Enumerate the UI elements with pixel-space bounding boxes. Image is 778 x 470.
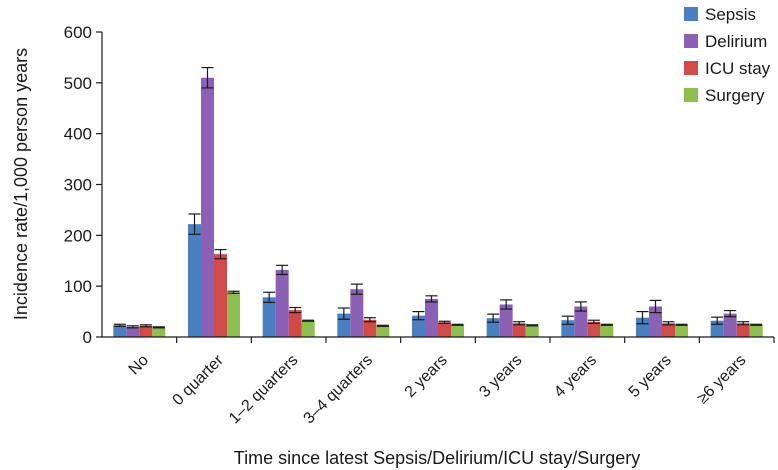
bar-sepsis [486, 318, 500, 337]
y-tick-label: 500 [64, 74, 92, 93]
x-category-label: ≥6 years [694, 352, 749, 407]
x-category-label: 0 quarter [170, 351, 228, 409]
bar-icu-stay [288, 310, 302, 337]
bar-icu-stay [736, 323, 750, 337]
bar-icu-stay [512, 323, 526, 337]
bar-sepsis [188, 224, 201, 337]
bar-surgery [301, 320, 315, 337]
legend-label: ICU stay [705, 59, 771, 78]
x-category-label: 5 years [626, 352, 675, 401]
bar-delirium [425, 298, 438, 337]
x-category-label: 1–2 quarters [226, 352, 302, 428]
y-ticks-group: 0 100 200 300 400 500 600 [64, 23, 102, 347]
legend-label: Sepsis [705, 5, 756, 24]
legend: Sepsis Delirium ICU stay Surgery [684, 5, 771, 105]
y-tick-label: 300 [64, 176, 92, 195]
bar-delirium [350, 289, 364, 337]
x-category-label: 2 years [402, 352, 451, 401]
bar-delirium [723, 313, 737, 337]
bar-delirium [126, 326, 140, 337]
bar-sepsis [262, 297, 276, 337]
bar-icu-stay [139, 325, 153, 337]
legend-swatch [684, 34, 698, 48]
y-tick-label: 200 [64, 226, 92, 245]
bar-surgery [376, 325, 390, 337]
x-category-label: No [126, 352, 153, 379]
legend-swatch [684, 88, 698, 102]
bar-delirium [201, 77, 214, 337]
bar-surgery [749, 324, 763, 337]
bar-sepsis [113, 325, 127, 337]
bar-icu-stay [363, 319, 377, 337]
x-category-label: 3 years [476, 352, 525, 401]
legend-label: Surgery [705, 86, 765, 105]
y-tick-label: 600 [64, 23, 92, 42]
bar-icu-stay [587, 321, 601, 337]
bar-icu-stay [438, 322, 451, 337]
bar-delirium [499, 304, 513, 337]
legend-swatch [684, 7, 698, 21]
bar-delirium [275, 269, 289, 337]
y-tick-label: 400 [64, 125, 92, 144]
bar-surgery [675, 324, 688, 337]
y-tick-label: 0 [83, 328, 92, 347]
error-bars-group [113, 66, 763, 329]
x-axis-title: Time since latest Sepsis/Delirium/ICU st… [234, 448, 640, 468]
legend-swatch [684, 61, 698, 75]
y-tick-label: 100 [64, 277, 92, 296]
bar-surgery [152, 327, 166, 337]
bar-delirium [574, 306, 588, 337]
x-category-label: 3–4 quarters [301, 352, 377, 428]
bar-icu-stay [214, 254, 227, 337]
bar-icu-stay [662, 323, 675, 337]
y-axis-title: Incidence rate/1,000 person years [11, 48, 31, 320]
legend-label: Delirium [705, 32, 767, 51]
bar-surgery [525, 325, 539, 337]
x-category-label: 4 years [551, 352, 600, 401]
bar-delirium [649, 306, 662, 337]
bar-sepsis [412, 315, 425, 337]
bars-group [113, 77, 763, 337]
x-ticks-group: No 0 quarter 1–2 quarters 3–4 quarters 2 yea… [126, 337, 775, 428]
bar-surgery [600, 324, 614, 337]
bar-surgery [451, 324, 464, 337]
bar-sepsis [636, 317, 649, 337]
bar-surgery [227, 292, 240, 337]
